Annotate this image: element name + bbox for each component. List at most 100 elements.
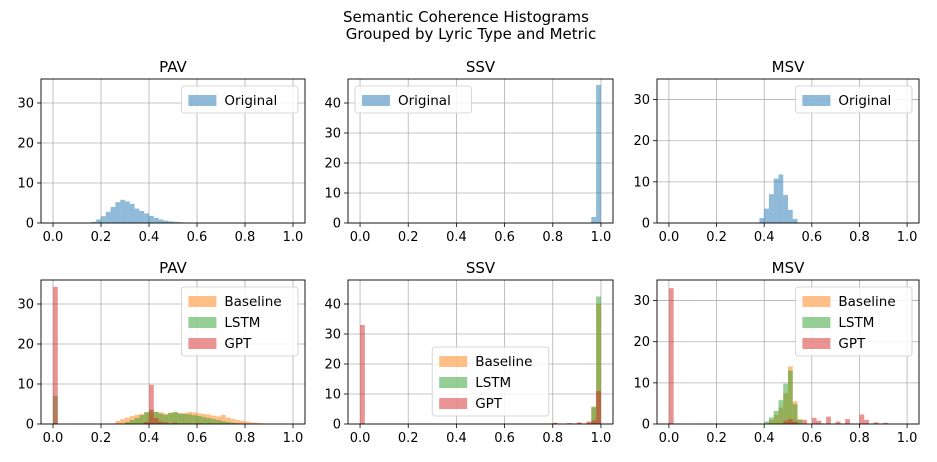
- legend-swatch: [188, 296, 217, 307]
- figure-title-line2: Grouped by Lyric Type and Metric: [346, 25, 596, 43]
- histogram-bar: [115, 420, 121, 424]
- histogram-bar: [120, 199, 125, 223]
- y-tick-label: 0: [642, 217, 650, 232]
- x-tick-label: 0.2: [706, 230, 727, 245]
- histogram-bar: [792, 421, 798, 424]
- x-tick-label: 0.4: [446, 431, 467, 446]
- histogram-bar: [873, 422, 879, 424]
- subplot-2: SSV 0.0 0.2 0.4 0.6 0.8 1.0 0 10 20 30 40 Original: [324, 58, 614, 245]
- y-tick-label: 20: [324, 358, 341, 373]
- x-tick-label: 0.8: [849, 431, 870, 446]
- histogram-bar: [149, 384, 154, 424]
- histogram-bar: [792, 404, 798, 424]
- histogram-bar: [173, 221, 178, 223]
- legend-swatch: [802, 338, 831, 349]
- series-lstm: [764, 370, 803, 424]
- subplot-title: PAV: [159, 259, 187, 277]
- histogram-bar: [567, 423, 573, 424]
- subplot-title: MSV: [772, 259, 805, 277]
- histogram-bar: [245, 421, 250, 424]
- y-tick-label: 0: [333, 418, 341, 433]
- legend-label: GPT: [838, 336, 866, 352]
- histogram-bar: [125, 201, 130, 223]
- subplot-5: SSV 0.0 0.2 0.4 0.6 0.8 1.0 0 10 20 30 40 Baseline LS…: [324, 259, 614, 446]
- legend-label: Baseline: [838, 294, 895, 310]
- y-tick-label: 20: [17, 137, 34, 152]
- series-original: [591, 85, 601, 223]
- y-tick-label: 30: [17, 298, 34, 313]
- y-tick-label: 10: [324, 187, 341, 202]
- histogram-bar: [197, 416, 202, 424]
- legend-swatch: [439, 377, 468, 388]
- subplot-grid: PAV 0.0 0.2 0.4 0.6 0.8 1.0 0 10 20 30 Original SSV 0…: [17, 58, 920, 446]
- histogram-bar: [105, 211, 111, 223]
- legend-label: Original: [838, 93, 891, 109]
- series-gpt: [53, 286, 202, 424]
- y-tick-label: 0: [333, 217, 341, 232]
- histogram-bar: [552, 422, 558, 424]
- legend-swatch: [802, 317, 831, 328]
- x-tick-label: 0.8: [542, 431, 563, 446]
- histogram-bar: [173, 412, 178, 424]
- histogram-bar: [91, 221, 97, 223]
- y-tick-label: 40: [324, 97, 341, 112]
- histogram-bar: [53, 286, 58, 424]
- histogram-bar: [240, 420, 245, 424]
- x-tick-label: 0.0: [350, 431, 371, 446]
- histogram-bar: [783, 383, 788, 424]
- histogram-bar: [192, 415, 197, 424]
- histogram-bar: [768, 417, 774, 424]
- histogram-bar: [859, 414, 865, 424]
- legend-label: Baseline: [224, 294, 281, 310]
- series-gpt: [360, 325, 601, 424]
- histogram-bar: [110, 207, 116, 223]
- plot-frame: [40, 279, 306, 425]
- legend-box: [795, 85, 913, 114]
- plot-frame: [656, 279, 920, 425]
- y-tick-label: 0: [642, 418, 650, 433]
- x-tick-label: 0.6: [187, 431, 208, 446]
- histogram-bar: [788, 419, 793, 424]
- histogram-bar: [816, 420, 822, 424]
- legend-swatch: [188, 338, 217, 349]
- histogram-bar: [254, 422, 260, 424]
- histogram-bar: [586, 421, 592, 424]
- histogram-bar: [596, 296, 601, 424]
- histogram-bar: [788, 370, 793, 424]
- x-tick-label: 1.0: [897, 230, 918, 245]
- legend-swatch: [802, 95, 831, 106]
- x-tick-label: 1.0: [591, 230, 612, 245]
- histogram-bar: [144, 422, 149, 424]
- histogram-bar: [158, 219, 164, 223]
- histogram-bar: [163, 220, 169, 223]
- histogram-bar: [788, 209, 793, 223]
- histogram-bar: [134, 208, 140, 223]
- x-tick-label: 0.4: [754, 431, 775, 446]
- histogram-bar: [773, 410, 779, 424]
- histogram-bar: [125, 417, 130, 424]
- x-tick-label: 1.0: [283, 431, 304, 446]
- legend-label: LSTM: [475, 375, 511, 391]
- y-tick-label: 20: [633, 335, 650, 350]
- histogram-bar: [845, 419, 850, 424]
- x-tick-label: 0.2: [398, 431, 419, 446]
- legend-box: [354, 85, 472, 114]
- histogram-bar: [115, 202, 121, 223]
- y-tick-label: 10: [633, 376, 650, 391]
- subplot-title: PAV: [159, 58, 187, 76]
- subplot-6: MSV 0.0 0.2 0.4 0.6 0.8 1.0 0 10 20 30 Baseline LSTM…: [633, 259, 920, 446]
- series-lstm: [53, 396, 241, 424]
- histogram-bar: [153, 418, 159, 424]
- histogram-bar: [101, 216, 106, 223]
- x-tick-label: 0.6: [494, 431, 515, 446]
- histogram-bar: [835, 421, 841, 424]
- x-tick-label: 0.2: [91, 230, 112, 245]
- histogram-bar: [802, 419, 808, 424]
- histogram-bar: [811, 417, 817, 424]
- histogram-bar: [168, 412, 173, 424]
- histogram-bar: [668, 288, 674, 424]
- histogram-bar: [149, 215, 154, 223]
- histogram-bar: [144, 213, 149, 223]
- histogram-bar: [168, 221, 173, 223]
- x-tick-label: 0.6: [801, 230, 822, 245]
